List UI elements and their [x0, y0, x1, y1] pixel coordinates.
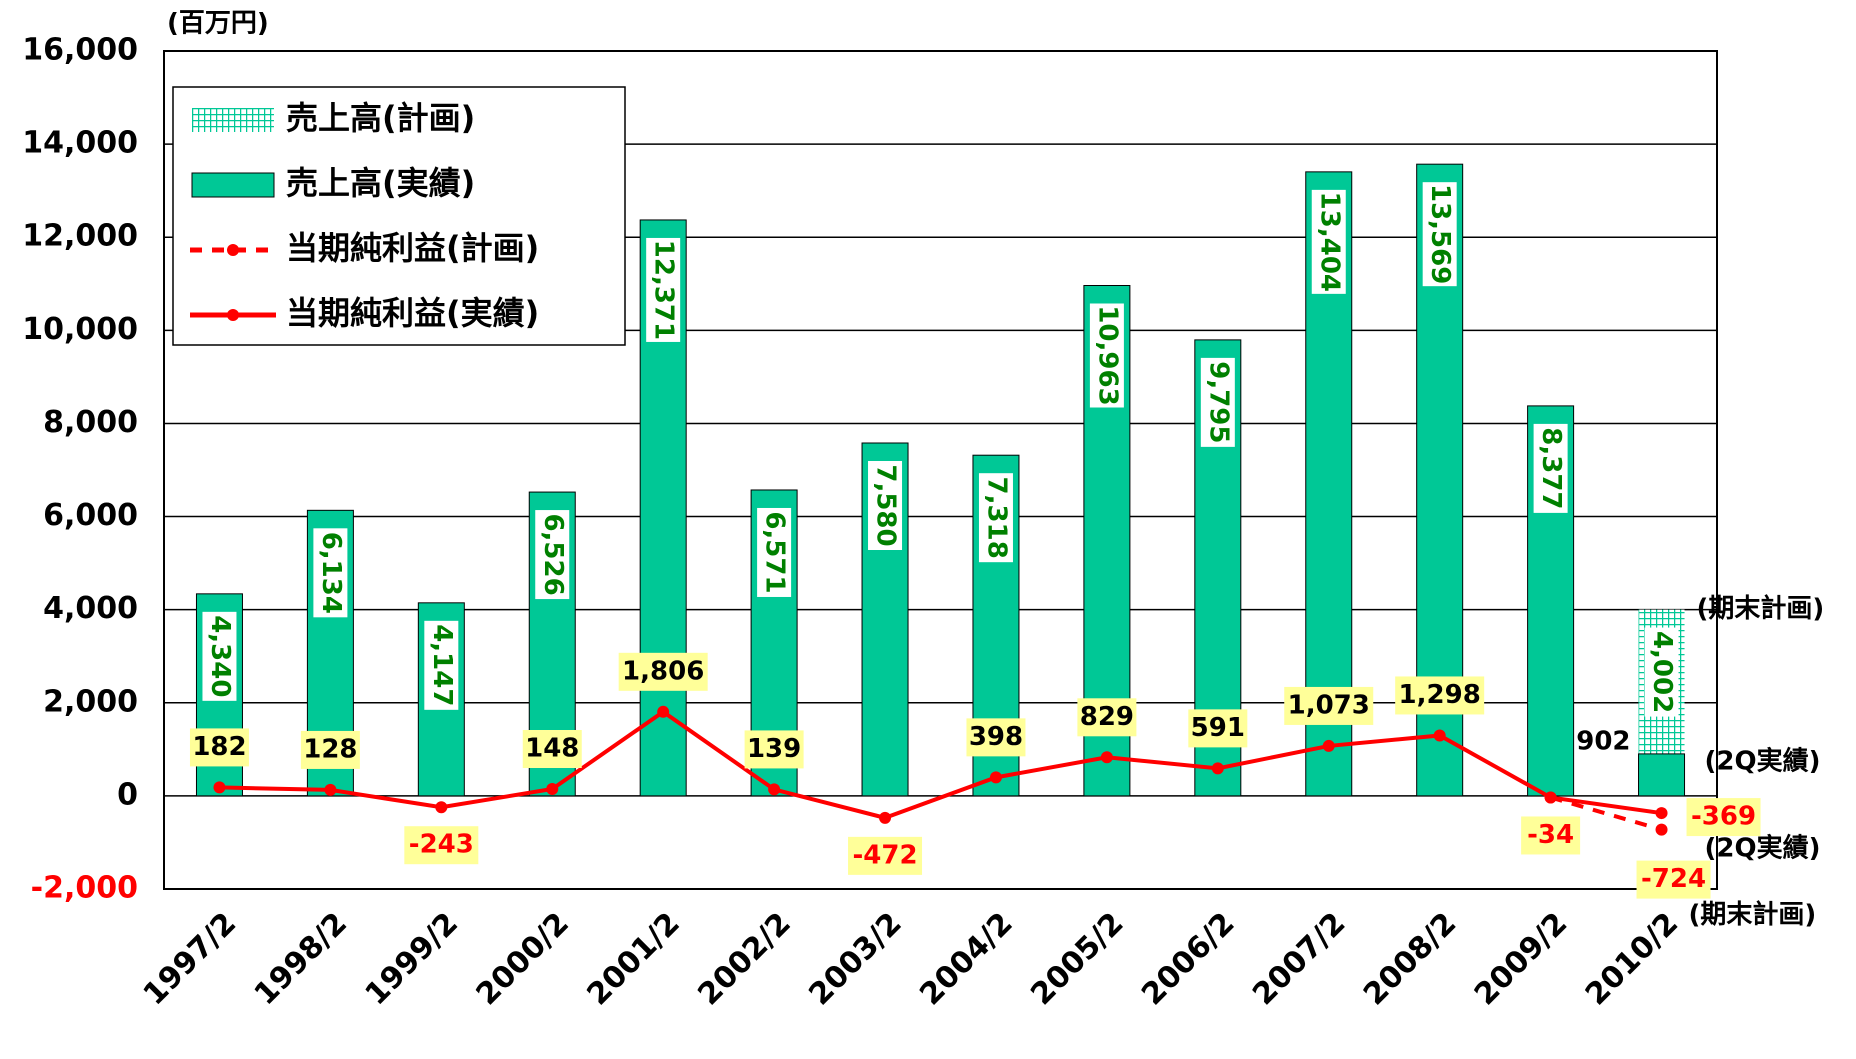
line-point [1656, 824, 1668, 836]
legend-label: 当期純利益(計画) [286, 229, 539, 267]
x-tick-label: 2000/2 [470, 906, 576, 1012]
legend-swatch [192, 173, 274, 197]
bar-value-label: 4,340 [205, 615, 235, 697]
x-tick-label: 2007/2 [1246, 906, 1352, 1012]
bar-value-label: 6,134 [316, 532, 346, 614]
line-value-label: 139 [747, 734, 801, 764]
line-value-label: -243 [409, 830, 474, 860]
bar-value-label: 6,526 [538, 513, 568, 595]
y-tick-label: 2,000 [43, 684, 138, 719]
x-tick-label: 1999/2 [359, 906, 465, 1012]
annotation: (期末計画) [1697, 593, 1825, 624]
bar-value-label: 6,571 [760, 511, 790, 593]
unit-label: (百万円) [167, 9, 269, 39]
line-point [657, 706, 669, 718]
line-point [324, 784, 336, 796]
line-point [768, 783, 780, 795]
line-point [990, 771, 1002, 783]
chart: (百万円) -2,000 0 2,000 4,000 6,000 8,000 10,000 1… [0, 0, 1856, 1059]
bar [1639, 754, 1685, 796]
legend-label: 当期純利益(実績) [286, 294, 539, 332]
line-value-label: 182 [192, 732, 246, 762]
y-tick-label: 8,000 [43, 405, 138, 440]
line-value-label: -34 [1527, 820, 1574, 850]
bar-value-label: 13,569 [1425, 184, 1455, 284]
annotation: (期末計画) [1689, 899, 1817, 930]
bar-value-label: 7,580 [871, 464, 901, 546]
bar-value-label: 8,377 [1536, 427, 1566, 509]
line-value-label: 148 [525, 733, 579, 763]
page: (百万円) -2,000 0 2,000 4,000 6,000 8,000 10,000 1… [0, 0, 1856, 1059]
x-tick-label: 2003/2 [802, 906, 908, 1012]
line-value-label: -724 [1641, 864, 1706, 894]
line-point [1323, 740, 1335, 752]
y-tick-label: 16,000 [22, 33, 138, 68]
line-value-label: 1,073 [1288, 690, 1370, 720]
y-tick-label: 4,000 [43, 591, 138, 626]
bar-value-label: 13,404 [1314, 192, 1344, 292]
bar-value-label: 4,002 [1647, 631, 1677, 713]
y-tick-label: 14,000 [22, 126, 138, 161]
legend-marker [227, 309, 239, 321]
line-point [1101, 751, 1113, 763]
bar-value-label: 4,147 [427, 624, 457, 706]
bar-value-label: 7,318 [981, 477, 1011, 559]
x-tick-label: 2002/2 [691, 906, 797, 1012]
x-tick-label: 2008/2 [1357, 906, 1463, 1012]
line-point [879, 812, 891, 824]
x-tick-label: 2004/2 [913, 906, 1019, 1012]
legend-label: 売上高(実績) [286, 164, 475, 202]
line-point [1434, 729, 1446, 741]
annotation: (2Q実績) [1705, 833, 1821, 864]
x-tick-label: 1998/2 [248, 906, 354, 1012]
line-point [435, 801, 447, 813]
line-value-label: 591 [1191, 713, 1245, 743]
x-tick-label: 1997/2 [137, 906, 243, 1012]
line-point [1545, 791, 1557, 803]
bar-value-label: 9,795 [1203, 361, 1233, 443]
line-value-label: -472 [852, 840, 917, 870]
legend-marker [227, 244, 239, 256]
y-tick-label: 10,000 [22, 312, 138, 347]
line-value-label: -369 [1691, 802, 1756, 832]
line-point [1212, 762, 1224, 774]
legend-label: 売上高(計画) [286, 99, 475, 137]
line-value-label: 1,298 [1399, 680, 1481, 710]
y-tick-label: 12,000 [22, 219, 138, 254]
line-point [213, 781, 225, 793]
x-tick-label: 2001/2 [581, 906, 687, 1012]
y-tick-label: 6,000 [43, 498, 138, 533]
x-tick-label: 2010/2 [1579, 906, 1685, 1012]
line-value-label: 829 [1080, 702, 1134, 732]
x-tick-label: 2009/2 [1468, 906, 1574, 1012]
legend-swatch [192, 108, 274, 132]
x-tick-label: 2006/2 [1135, 906, 1241, 1012]
line-point [1656, 807, 1668, 819]
bar-value-label: 12,371 [649, 240, 679, 340]
x-tick-label: 2005/2 [1024, 906, 1130, 1012]
line-point [546, 783, 558, 795]
line-value-label: 398 [969, 722, 1023, 752]
bar-value-label: 902 [1576, 726, 1630, 756]
line-value-label: 1,806 [622, 656, 704, 686]
line-value-label: 128 [303, 734, 357, 764]
y-tick-label: 0 [117, 777, 138, 812]
annotation: (2Q実績) [1705, 745, 1821, 776]
bar-value-label: 10,963 [1092, 305, 1122, 405]
y-tick-label: -2,000 [31, 871, 138, 906]
